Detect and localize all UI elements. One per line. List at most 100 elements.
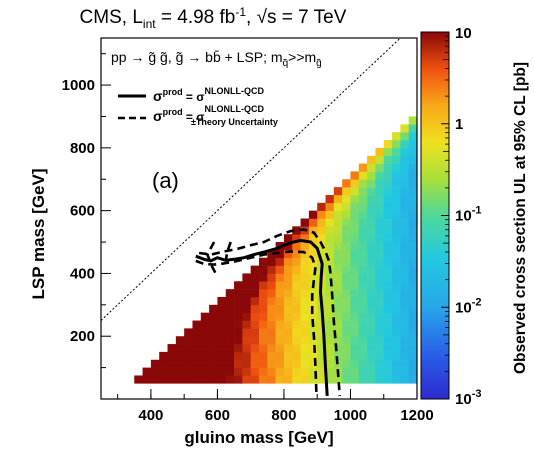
heatmap-cell (283, 351, 293, 361)
heatmap-cell (317, 202, 326, 211)
heatmap-cell (333, 289, 343, 298)
heatmap-cell (217, 351, 227, 361)
heatmap-cell (275, 367, 285, 376)
heatmap-cell (275, 359, 285, 368)
legend-process-mid: >>m (288, 49, 316, 65)
heatmap-cell (184, 344, 193, 353)
heatmap-cell (209, 312, 218, 321)
heatmap-cell (383, 140, 393, 149)
heatmap-cell (259, 312, 268, 321)
heatmap-cell (209, 344, 218, 353)
heatmap-cell (400, 257, 409, 266)
heatmap-cell (308, 312, 318, 321)
heatmap-cell (308, 218, 318, 227)
heatmap-cell (408, 296, 417, 306)
color-bar-tick-label: 10-1 (455, 205, 481, 225)
heatmap-cell (408, 242, 417, 251)
heatmap-cell (367, 155, 376, 164)
heatmap-cell (175, 367, 185, 376)
heatmap-cell (375, 289, 385, 298)
heatmap-cell (283, 344, 293, 353)
heatmap-cell (234, 281, 243, 290)
chart-title: CMS, Lint = 4.98 fb-1, √s = 7 TeV (80, 5, 347, 31)
heatmap-cell (225, 328, 235, 337)
heatmap-cell (283, 336, 293, 345)
heatmap-cell (408, 194, 417, 204)
heatmap-cell (275, 296, 285, 306)
heatmap-cell (392, 367, 401, 376)
heatmap-cell (325, 351, 335, 361)
heatmap-cell (317, 249, 326, 259)
heatmap-cell (367, 328, 376, 337)
heatmap-cell (192, 336, 202, 345)
heatmap-cell (375, 234, 385, 243)
heatmap-cell (383, 304, 393, 313)
heatmap-cell (383, 155, 393, 164)
heatmap-cell (200, 320, 210, 329)
heatmap-cell (400, 132, 409, 141)
heatmap-cell (350, 210, 360, 219)
y-tick-label: 600 (70, 203, 95, 220)
heatmap-cell (242, 273, 251, 282)
heatmap-cell (317, 367, 326, 376)
heatmap-cell (317, 320, 326, 329)
heatmap-cell (217, 320, 227, 329)
heatmap-cell (292, 312, 301, 321)
heatmap-cell (392, 296, 401, 306)
heatmap-cell (375, 179, 385, 188)
heatmap-cell (250, 351, 260, 361)
heatmap-cell (283, 375, 293, 384)
heatmap-cell (234, 320, 243, 329)
heatmap-cell (400, 359, 409, 368)
heatmap-cell (358, 304, 368, 313)
heatmap-cell (259, 289, 268, 298)
heatmap-cell (342, 273, 351, 282)
heatmap-cell (267, 328, 276, 337)
heatmap-cell (292, 273, 301, 282)
heatmap-cell (192, 351, 202, 361)
heatmap-cell (375, 163, 385, 172)
heatmap-cell (250, 304, 260, 313)
heatmap-cell (392, 147, 401, 157)
heatmap-cell (175, 344, 185, 353)
heatmap-cell (308, 344, 318, 353)
heatmap-cell (259, 320, 268, 329)
heatmap-cell (234, 359, 243, 368)
heatmap-cell (325, 210, 335, 219)
heatmap-cell (383, 328, 393, 337)
heatmap-cell (375, 210, 385, 219)
heatmap-cell (184, 359, 193, 368)
heatmap-cell (350, 281, 360, 290)
heatmap-cell (283, 312, 293, 321)
heatmap-cell (367, 234, 376, 243)
x-axis-label: gluino mass [GeV] (184, 428, 333, 447)
heatmap-cell (342, 242, 351, 251)
heatmap-cell (408, 351, 417, 361)
heatmap-cell (225, 304, 235, 313)
heatmap-cell (225, 351, 235, 361)
heatmap-cell (259, 304, 268, 313)
heatmap-cell (367, 171, 376, 180)
title-root: √s (257, 7, 277, 28)
heatmap-cell (400, 179, 409, 188)
heatmap-cell (275, 328, 285, 337)
heatmap-cell (242, 312, 251, 321)
color-bar-tick-label: 10 (455, 25, 472, 42)
heatmap-cell (392, 155, 401, 164)
heatmap-cell (342, 249, 351, 259)
heatmap-cell (292, 289, 301, 298)
heatmap-cell (217, 359, 227, 368)
heatmap-cell (308, 336, 318, 345)
heatmap-cell (333, 202, 343, 211)
heatmap-cell (400, 147, 409, 157)
legend-band-sup: NLONLL-QCD (204, 104, 264, 114)
heatmap-cell (159, 359, 168, 368)
heatmap-cell (275, 320, 285, 329)
heatmap-cell (342, 367, 351, 376)
heatmap-cell (300, 336, 310, 345)
heatmap-cell (267, 312, 276, 321)
heatmap-cell (217, 296, 227, 306)
title-prefix: CMS, L (80, 7, 143, 28)
heatmap-cell (234, 351, 243, 361)
heatmap-cell (383, 242, 393, 251)
